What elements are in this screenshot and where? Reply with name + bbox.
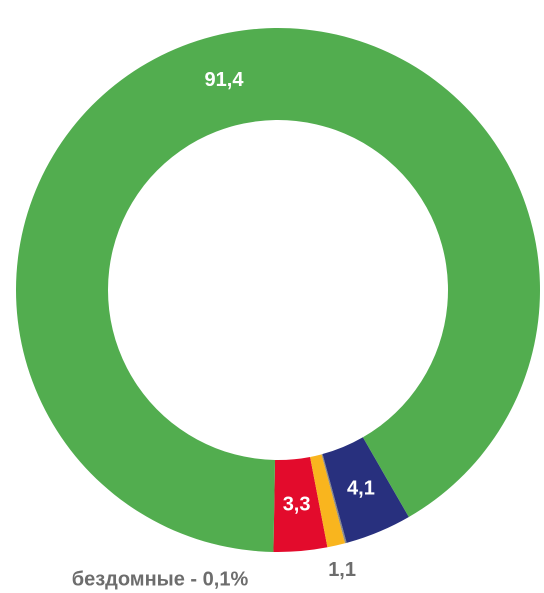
- data-label: 1,1: [328, 559, 356, 581]
- data-label: 3,3: [283, 493, 311, 515]
- data-label: 91,4: [205, 69, 245, 91]
- donut-slice: [322, 437, 409, 543]
- donut-slice: [310, 454, 346, 548]
- donut-slice: [273, 456, 328, 552]
- data-label: бездомные - 0,1%: [72, 568, 249, 590]
- donut-slice: [321, 454, 347, 544]
- data-label: 4,1: [347, 478, 375, 500]
- donut-slice: [15, 28, 540, 552]
